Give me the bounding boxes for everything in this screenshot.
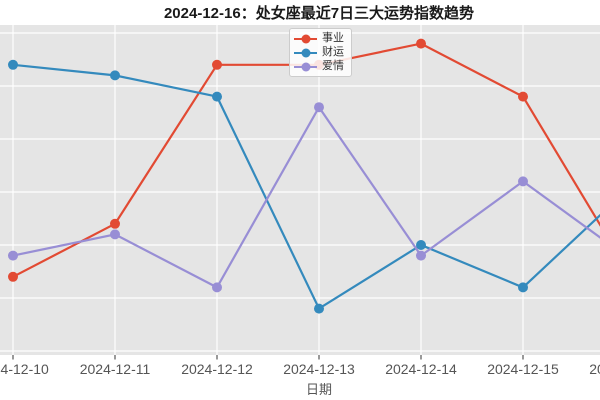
legend-label: 财运: [322, 46, 344, 58]
data-point-事业: [8, 271, 18, 282]
data-point-财运: [314, 303, 324, 314]
plot-background: [0, 25, 600, 355]
x-tick-label-0: 2024-12-10: [0, 361, 49, 377]
data-point-财运: [110, 70, 120, 81]
data-point-爱情: [110, 229, 120, 240]
legend-label: 爱情: [322, 60, 344, 72]
data-point-事业: [110, 218, 120, 229]
legend: 事业 财运 爱情: [289, 28, 352, 77]
data-point-事业: [212, 59, 222, 70]
x-tick-label-5: 2024-12-15: [487, 361, 559, 377]
x-tick-label-3: 2024-12-13: [283, 361, 355, 377]
legend-item-事业: 事业: [294, 32, 344, 45]
x-axis-title: 日期: [305, 382, 333, 397]
x-tick-label-6: 2024-12-16: [589, 361, 600, 377]
chart-title: 2024-12-16：处女座最近7日三大运势指数趋势: [163, 5, 475, 22]
legend-item-爱情: 爱情: [294, 60, 344, 73]
data-point-爱情: [212, 282, 222, 293]
legend-label: 事业: [322, 32, 344, 44]
legend-line-dot-icon: [294, 33, 317, 44]
legend-line-dot-icon: [294, 61, 317, 72]
x-tick-label-2: 2024-12-12: [181, 361, 253, 377]
data-point-财运: [212, 91, 222, 102]
data-point-事业: [416, 38, 426, 49]
x-tick-label-1: 2024-12-11: [79, 361, 151, 377]
x-tick-label-4: 2024-12-14: [385, 361, 457, 377]
data-point-财运: [416, 240, 426, 250]
data-point-爱情: [518, 176, 528, 187]
data-point-爱情: [314, 102, 324, 113]
data-point-爱情: [8, 250, 18, 261]
data-point-财运: [518, 282, 528, 293]
legend-item-财运: 财运: [294, 46, 344, 59]
data-point-财运: [8, 59, 18, 70]
data-point-爱情: [416, 250, 426, 261]
data-point-事业: [518, 91, 528, 102]
legend-line-dot-icon: [294, 47, 317, 58]
